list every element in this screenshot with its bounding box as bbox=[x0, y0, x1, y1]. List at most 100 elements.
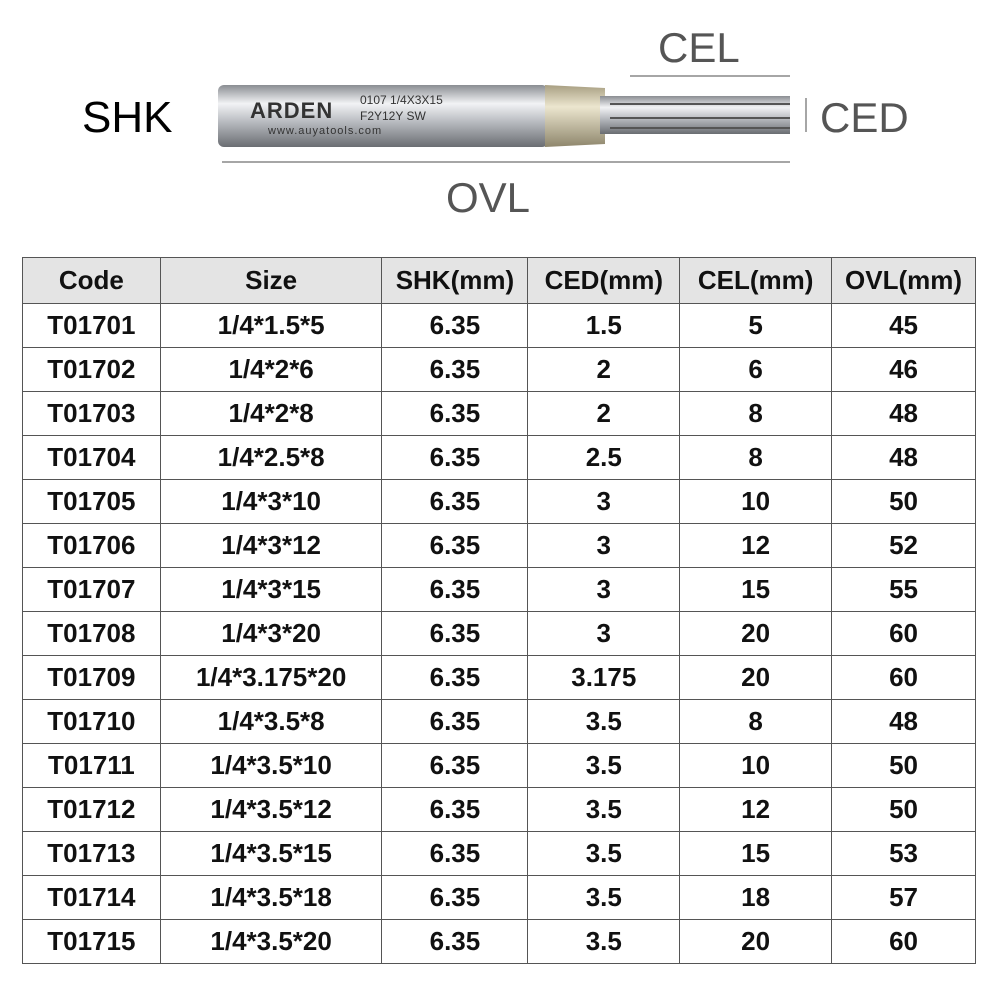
table-cell: 1/4*1.5*5 bbox=[159, 303, 383, 348]
table-cell: T01705 bbox=[22, 479, 161, 524]
table-row: T01713 1/4*3.5*15 6.35 3.5 15 53 bbox=[22, 831, 976, 876]
table-row: T01711 1/4*3.5*10 6.35 3.5 10 50 bbox=[22, 743, 976, 788]
header-cell: CEL(mm) bbox=[679, 257, 833, 304]
table-cell: 3.5 bbox=[527, 787, 681, 832]
table-cell: 60 bbox=[831, 611, 976, 656]
table-cell: 6 bbox=[679, 347, 833, 392]
table-cell: 1/4*3.5*15 bbox=[159, 831, 383, 876]
table-row: T01715 1/4*3.5*20 6.35 3.5 20 60 bbox=[22, 919, 976, 964]
table-cell: 1/4*3*12 bbox=[159, 523, 383, 568]
table-cell: 20 bbox=[679, 655, 833, 700]
table-cell: 1/4*2.5*8 bbox=[159, 435, 383, 480]
table-cell: 18 bbox=[679, 875, 833, 920]
table-row: T01702 1/4*2*6 6.35 2 6 46 bbox=[22, 347, 976, 392]
table-cell: 1/4*3*15 bbox=[159, 567, 383, 612]
table-cell: 1/4*3*10 bbox=[159, 479, 383, 524]
table-row: T01712 1/4*3.5*12 6.35 3.5 12 50 bbox=[22, 787, 976, 832]
table-cell: 3.5 bbox=[527, 743, 681, 788]
table-cell: 6.35 bbox=[381, 611, 529, 656]
table-cell: 3.175 bbox=[527, 655, 681, 700]
table-cell: 60 bbox=[831, 655, 976, 700]
table-cell: 3.5 bbox=[527, 831, 681, 876]
table-cell: 6.35 bbox=[381, 347, 529, 392]
table-cell: 8 bbox=[679, 435, 833, 480]
header-cell: Size bbox=[159, 257, 383, 304]
cel-label: CEL bbox=[658, 24, 740, 71]
header-row: Code Size SHK(mm) CED(mm) CEL(mm) OVL(mm) bbox=[22, 257, 976, 304]
table-cell: T01710 bbox=[22, 699, 161, 744]
table-row: T01714 1/4*3.5*18 6.35 3.5 18 57 bbox=[22, 875, 976, 920]
table-cell: 8 bbox=[679, 699, 833, 744]
code: F2Y12Y SW bbox=[360, 109, 426, 123]
table-cell: 1/4*3*20 bbox=[159, 611, 383, 656]
table-row: T01703 1/4*2*8 6.35 2 8 48 bbox=[22, 391, 976, 436]
table-cell: 6.35 bbox=[381, 567, 529, 612]
table-cell: 52 bbox=[831, 523, 976, 568]
table-cell: 46 bbox=[831, 347, 976, 392]
table-cell: T01703 bbox=[22, 391, 161, 436]
table-cell: 1.5 bbox=[527, 303, 681, 348]
shk-label: SHK bbox=[82, 93, 172, 142]
table-cell: 6.35 bbox=[381, 391, 529, 436]
table-row: T01705 1/4*3*10 6.35 3 10 50 bbox=[22, 479, 976, 524]
table-cell: 6.35 bbox=[381, 919, 529, 964]
table-cell: 2 bbox=[527, 391, 681, 436]
table-cell: T01708 bbox=[22, 611, 161, 656]
table-row: T01707 1/4*3*15 6.35 3 15 55 bbox=[22, 567, 976, 612]
header-cell: Code bbox=[22, 257, 161, 304]
table-cell: T01707 bbox=[22, 567, 161, 612]
table-cell: 1/4*3.5*20 bbox=[159, 919, 383, 964]
table-cell: 1/4*3.5*12 bbox=[159, 787, 383, 832]
table-cell: 10 bbox=[679, 743, 833, 788]
table-cell: 6.35 bbox=[381, 655, 529, 700]
table-cell: 2 bbox=[527, 347, 681, 392]
header-cell: CED(mm) bbox=[527, 257, 681, 304]
table-cell: 20 bbox=[679, 611, 833, 656]
table-cell: 48 bbox=[831, 391, 976, 436]
table-cell: 60 bbox=[831, 919, 976, 964]
table-cell: 3 bbox=[527, 479, 681, 524]
table-cell: 6.35 bbox=[381, 787, 529, 832]
tool-diagram: ARDEN 0107 1/4X3X15 F2Y12Y SW www.auyato… bbox=[82, 24, 909, 221]
table-cell: T01706 bbox=[22, 523, 161, 568]
table-cell: T01709 bbox=[22, 655, 161, 700]
table-cell: 57 bbox=[831, 875, 976, 920]
header-cell: SHK(mm) bbox=[381, 257, 529, 304]
table-cell: 15 bbox=[679, 567, 833, 612]
ovl-label: OVL bbox=[446, 174, 530, 221]
table-cell: 12 bbox=[679, 787, 833, 832]
table-cell: 5 bbox=[679, 303, 833, 348]
table-cell: 1/4*3.5*8 bbox=[159, 699, 383, 744]
table-cell: 1/4*3.5*10 bbox=[159, 743, 383, 788]
ced-label: CED bbox=[820, 94, 909, 141]
table-cell: 1/4*2*8 bbox=[159, 391, 383, 436]
table-cell: T01714 bbox=[22, 875, 161, 920]
table-cell: 50 bbox=[831, 743, 976, 788]
table-row: T01704 1/4*2.5*8 6.35 2.5 8 48 bbox=[22, 435, 976, 480]
table-cell: 2.5 bbox=[527, 435, 681, 480]
table-cell: 6.35 bbox=[381, 435, 529, 480]
table-cell: 12 bbox=[679, 523, 833, 568]
table-cell: 48 bbox=[831, 435, 976, 480]
table-cell: T01702 bbox=[22, 347, 161, 392]
table-cell: 3.5 bbox=[527, 699, 681, 744]
table-cell: 6.35 bbox=[381, 523, 529, 568]
table-cell: 6.35 bbox=[381, 479, 529, 524]
table-cell: 3.5 bbox=[527, 875, 681, 920]
table-cell: 1/4*2*6 bbox=[159, 347, 383, 392]
table-cell: T01712 bbox=[22, 787, 161, 832]
table-cell: T01701 bbox=[22, 303, 161, 348]
table-cell: T01715 bbox=[22, 919, 161, 964]
table-cell: T01704 bbox=[22, 435, 161, 480]
table-cell: 48 bbox=[831, 699, 976, 744]
table-cell: 45 bbox=[831, 303, 976, 348]
flute-lines bbox=[610, 103, 790, 129]
table-cell: 3 bbox=[527, 567, 681, 612]
table-cell: 6.35 bbox=[381, 831, 529, 876]
table-row: T01708 1/4*3*20 6.35 3 20 60 bbox=[22, 611, 976, 656]
table-cell: 55 bbox=[831, 567, 976, 612]
header-cell: OVL(mm) bbox=[831, 257, 976, 304]
table-row: T01706 1/4*3*12 6.35 3 12 52 bbox=[22, 523, 976, 568]
table-cell: 1/4*3.5*18 bbox=[159, 875, 383, 920]
